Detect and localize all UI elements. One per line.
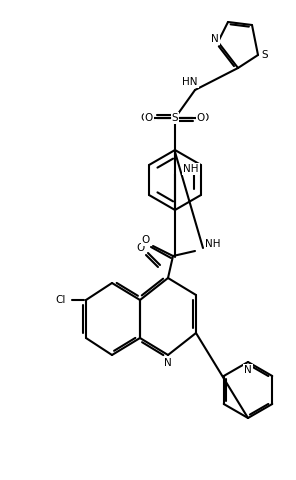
Text: NH: NH bbox=[183, 164, 199, 174]
Text: NH: NH bbox=[205, 239, 221, 249]
Text: S: S bbox=[262, 50, 268, 60]
Text: O: O bbox=[141, 113, 149, 123]
Text: O: O bbox=[137, 243, 145, 253]
Text: N: N bbox=[211, 34, 219, 44]
Text: HN: HN bbox=[182, 77, 198, 87]
Text: S: S bbox=[172, 113, 178, 123]
Text: N: N bbox=[164, 358, 172, 368]
Text: O: O bbox=[201, 113, 209, 123]
Text: N: N bbox=[244, 365, 252, 375]
Text: O: O bbox=[197, 113, 205, 123]
Text: O: O bbox=[145, 113, 153, 123]
Text: O: O bbox=[142, 235, 150, 245]
Text: Cl: Cl bbox=[56, 295, 66, 305]
